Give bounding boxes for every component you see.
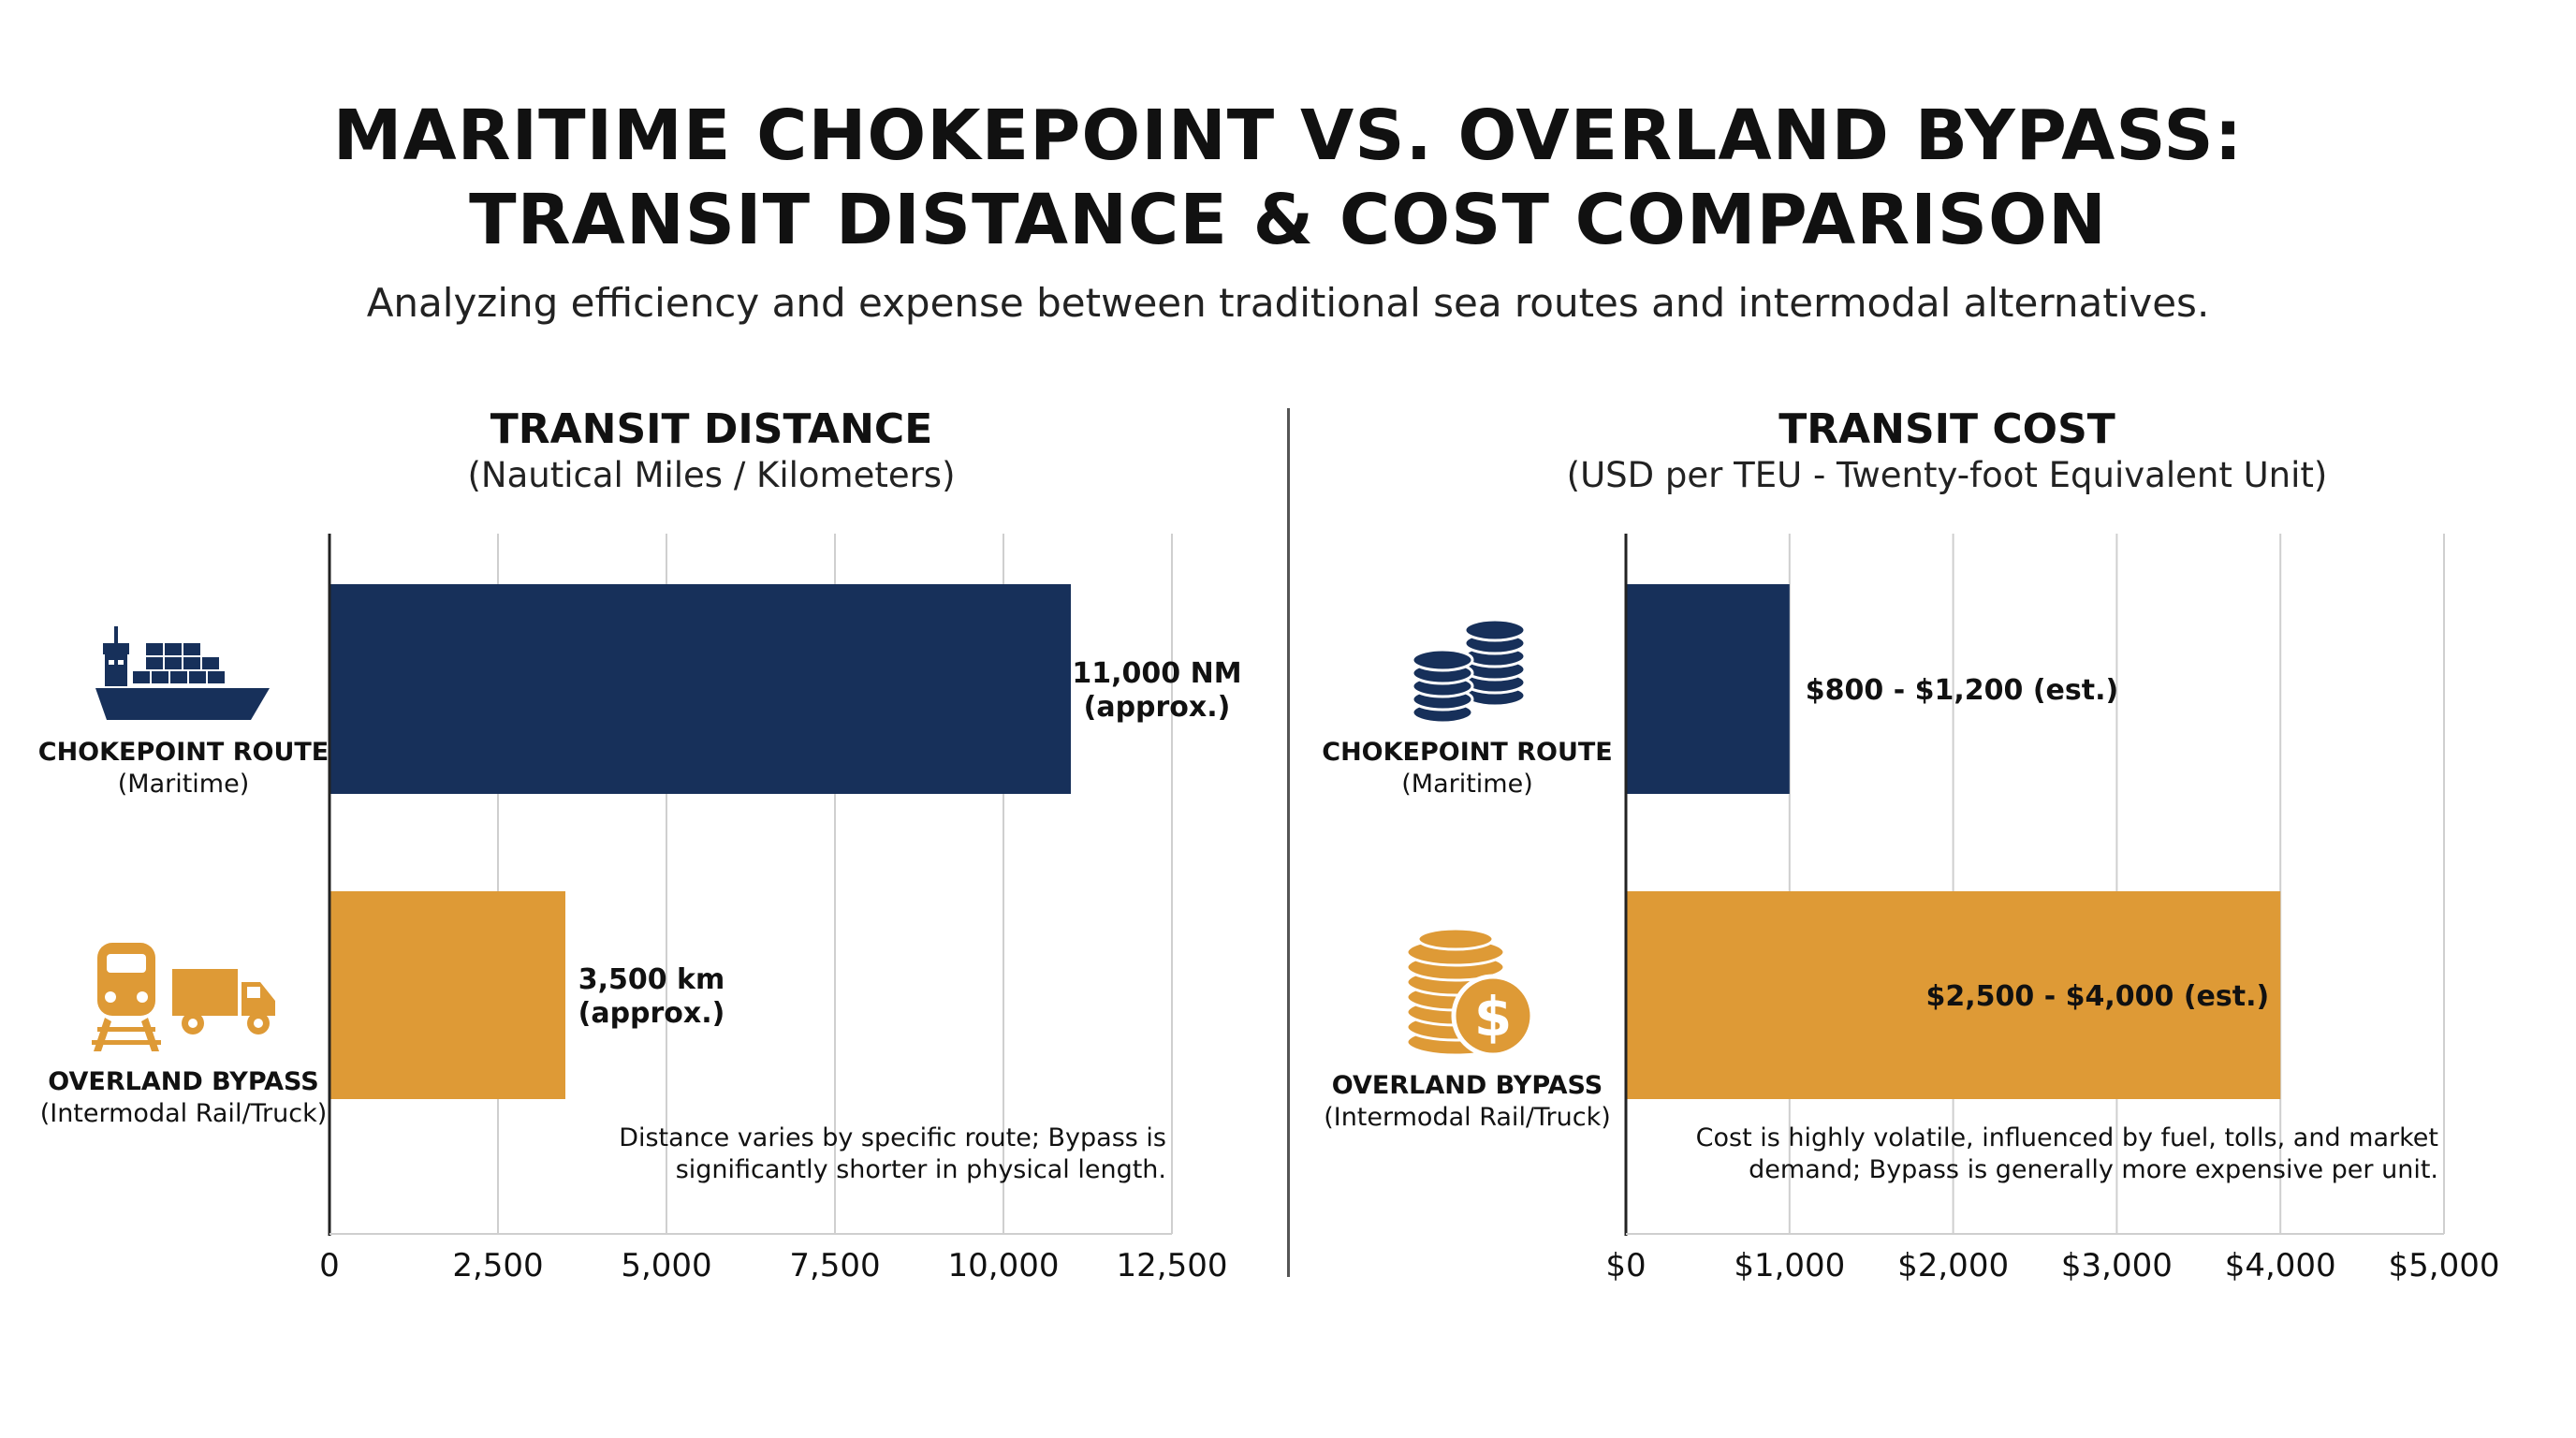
note-line: Distance varies by specific route; Bypas… — [619, 1123, 1166, 1152]
distance-bar — [330, 584, 1071, 794]
category-label: CHOKEPOINT ROUTE — [1322, 738, 1613, 767]
distance-data-label: (approx.) — [1084, 691, 1231, 724]
cost-tick-label: $3,000 — [2061, 1247, 2173, 1284]
category-label: OVERLAND BYPASS — [1331, 1071, 1603, 1100]
category-label: OVERLAND BYPASS — [48, 1067, 319, 1096]
note-line: significantly shorter in physical length… — [675, 1155, 1166, 1184]
cost-tick-label: $2,000 — [1897, 1247, 2009, 1284]
distance-tick-label: 7,500 — [789, 1247, 880, 1284]
title-line-1: MARITIME CHOKEPOINT VS. OVERLAND BYPASS: — [332, 95, 2244, 176]
svg-text:$: $ — [1474, 985, 1512, 1049]
cost-note: Cost is highly volatile, influenced by f… — [1591, 1123, 2438, 1186]
distance-data-label: 3,500 km — [578, 963, 725, 996]
cost-tick-label: $1,000 — [1734, 1247, 1845, 1284]
distance-category-chokepoint: CHOKEPOINT ROUTE (Maritime) — [19, 737, 348, 800]
cost-chart-title: TRANSIT COST — [1778, 405, 2115, 453]
cost-tick-label: $0 — [1605, 1247, 1646, 1284]
category-sublabel: (Intermodal Rail/Truck) — [1324, 1103, 1611, 1132]
cost-tick-label: $5,000 — [2389, 1247, 2500, 1284]
panel-divider — [1287, 408, 1290, 1277]
distance-category-overland: OVERLAND BYPASS (Intermodal Rail/Truck) — [19, 1066, 348, 1130]
cost-bar — [1627, 584, 1790, 794]
cargo-ship-icon — [95, 626, 270, 720]
distance-tick-label: 12,500 — [1117, 1247, 1228, 1284]
note-line: demand; Bypass is generally more expensi… — [1749, 1155, 2438, 1184]
coin-stacks-icon — [1411, 618, 1527, 725]
category-sublabel: (Intermodal Rail/Truck) — [39, 1099, 328, 1128]
distance-chart-subtitle: (Nautical Miles / Kilometers) — [467, 455, 956, 495]
distance-tick-label: 2,500 — [452, 1247, 543, 1284]
cost-category-overland: OVERLAND BYPASS (Intermodal Rail/Truck) — [1306, 1070, 1629, 1134]
distance-tick-label: 10,000 — [948, 1247, 1060, 1284]
cost-data-label: $800 - $1,200 (est.) — [1806, 674, 2118, 707]
cost-data-label: $2,500 - $4,000 (est.) — [1926, 980, 2270, 1013]
title-line-2: TRANSIT DISTANCE & COST COMPARISON — [469, 180, 2107, 260]
distance-data-label: (approx.) — [578, 997, 725, 1030]
cost-chart-subtitle: (USD per TEU - Twenty-foot Equivalent Un… — [1566, 455, 2328, 495]
distance-bar — [330, 891, 565, 1099]
note-line: Cost is highly volatile, influenced by f… — [1695, 1123, 2438, 1152]
category-label: CHOKEPOINT ROUTE — [37, 738, 329, 767]
cost-tick-label: $4,000 — [2225, 1247, 2336, 1284]
category-sublabel: (Maritime) — [117, 770, 250, 799]
cost-bar — [1627, 891, 2281, 1099]
distance-data-label: 11,000 NM — [1072, 657, 1241, 690]
cost-plot-area: $0 $1,000 $2,000 $3,000 $4,000 $5,000 $800 - $… — [1605, 534, 2499, 1284]
page-subtitle: Analyzing efficiency and expense between… — [366, 280, 2210, 326]
page-title: MARITIME CHOKEPOINT VS. OVERLAND BYPASS:… — [0, 94, 2576, 262]
coin-stack-dollar-icon: $ — [1405, 927, 1535, 1058]
distance-tick-label: 0 — [319, 1247, 340, 1284]
distance-note: Distance varies by specific route; Bypas… — [524, 1123, 1166, 1186]
category-sublabel: (Maritime) — [1401, 770, 1533, 799]
train-and-truck-icon — [92, 943, 275, 1051]
distance-tick-label: 5,000 — [621, 1247, 711, 1284]
distance-chart-title: TRANSIT DISTANCE — [490, 405, 933, 453]
cost-category-chokepoint: CHOKEPOINT ROUTE (Maritime) — [1306, 737, 1629, 800]
